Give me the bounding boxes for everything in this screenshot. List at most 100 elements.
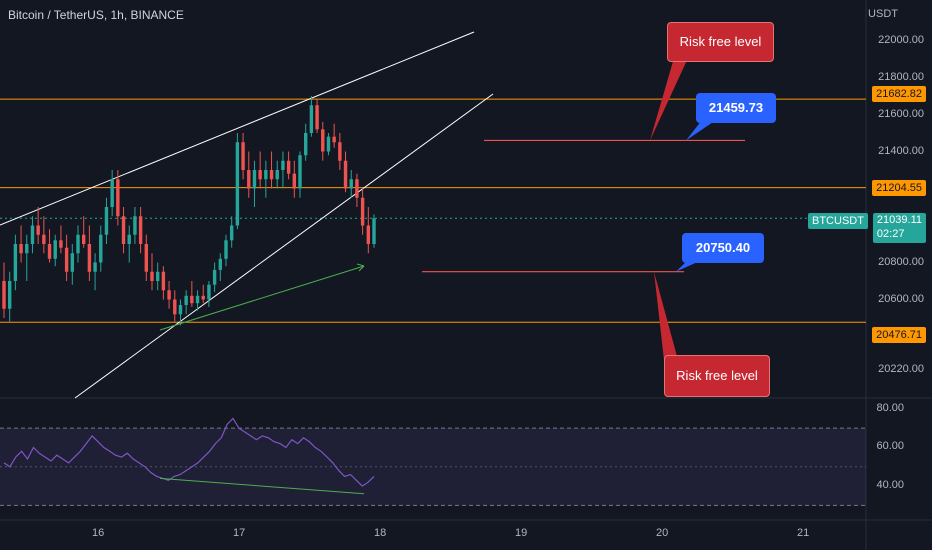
candle-body [326, 136, 331, 152]
candle-body [64, 247, 69, 272]
candle-body [264, 170, 268, 180]
candle-body [315, 105, 319, 130]
candle-body [235, 142, 240, 226]
candle-body [155, 271, 160, 281]
candle-body [25, 244, 29, 254]
candle-body [161, 271, 166, 291]
candle-body [292, 173, 297, 189]
trend-channel [0, 31, 494, 399]
candle-body [104, 207, 109, 235]
price-tick: 22000.00 [878, 33, 924, 46]
candle-body [190, 295, 194, 304]
candle-body [355, 179, 359, 198]
candle-body [298, 155, 302, 189]
candle-body [247, 170, 251, 189]
candle-body [138, 216, 143, 244]
level-tag-mid[interactable]: 21204.55 [872, 180, 926, 196]
candle-body [144, 244, 149, 272]
candle-body [338, 142, 342, 161]
annotation-lines [422, 58, 745, 360]
divergence-arrowhead [356, 263, 365, 272]
candle-body [150, 271, 154, 281]
candle-body [87, 244, 92, 272]
candle-body [281, 160, 285, 170]
price-tick: 21600.00 [878, 107, 924, 120]
candle-body [42, 234, 46, 244]
divergence-line-rsi [159, 477, 365, 495]
rsi-tick: 80.00 [876, 401, 904, 414]
time-tick: 21 [797, 527, 810, 539]
candle-body [133, 216, 137, 235]
candle-body [360, 197, 365, 226]
candle-body [241, 142, 245, 170]
candle-body [303, 133, 308, 156]
plot-background [0, 0, 866, 550]
callout-pointer-risk-top [650, 58, 688, 141]
candle-body [167, 290, 171, 300]
current-price-tag: 21039.11 02:27 [872, 213, 926, 243]
candle-body [218, 258, 223, 270]
candle-body [121, 216, 126, 244]
candle-body [201, 295, 205, 300]
time-tick: 17 [233, 527, 246, 539]
currency-label: USDT [868, 8, 898, 20]
target-callout-top[interactable]: 21459.73 [696, 93, 776, 123]
channel-upper-line [0, 31, 475, 226]
time-tick: 20 [656, 527, 669, 539]
candle-body [47, 244, 52, 259]
candle-body [76, 234, 80, 254]
price-tick: 21800.00 [878, 70, 924, 83]
candles [2, 96, 376, 331]
symbol-label: BTCUSDT [808, 213, 868, 229]
time-tick: 16 [92, 527, 105, 539]
candle-countdown: 02:27 [876, 228, 905, 240]
candle-body [207, 284, 211, 300]
time-tick: 19 [515, 527, 528, 539]
candle-body [184, 295, 188, 306]
candle-body [366, 225, 371, 244]
candle-body [224, 240, 228, 259]
rsi-line [3, 417, 375, 487]
callout-pointer-target-top [686, 120, 716, 141]
candle-body [269, 170, 274, 180]
level-tag-bottom[interactable]: 20476.71 [872, 327, 926, 343]
risk-free-callout-bottom[interactable]: Risk free level [664, 355, 770, 397]
candle-body [110, 179, 114, 207]
candle-body [178, 305, 183, 315]
candle-body [212, 269, 217, 285]
time-tick: 18 [374, 527, 387, 539]
risk-free-callout-top[interactable]: Risk free level [667, 22, 774, 62]
chart-title: Bitcoin / TetherUS, 1h, BINANCE [8, 8, 184, 22]
candle-body [372, 218, 376, 244]
candle-body [70, 253, 75, 272]
candle-body [349, 179, 353, 189]
candle-body [332, 136, 336, 143]
callout-pointer-risk-bottom [654, 271, 678, 360]
channel-lower-line [74, 93, 494, 399]
rsi-pane [0, 417, 866, 506]
rsi-tick: 60.00 [876, 440, 904, 453]
candle-body [13, 244, 18, 281]
candle-body [195, 295, 200, 304]
rsi-tick: 40.00 [876, 479, 904, 492]
candle-body [173, 299, 177, 315]
candle-body [7, 281, 12, 309]
candle-body [36, 225, 40, 235]
callout-pointer-target-bottom [676, 260, 702, 272]
candle-body [99, 234, 103, 263]
candle-body [53, 240, 57, 259]
candle-body [59, 240, 63, 248]
candle-body [286, 160, 291, 174]
target-callout-bottom[interactable]: 20750.40 [682, 233, 764, 263]
candle-body [127, 234, 131, 244]
divergence-line-price [159, 265, 365, 331]
candle-body [252, 170, 257, 189]
candle-body [229, 225, 234, 241]
candle-body [81, 234, 86, 244]
current-price: 21039.11 [876, 214, 922, 226]
price-tick: 20800.00 [878, 255, 924, 268]
level-tag-top[interactable]: 21682.82 [872, 86, 926, 102]
price-tick: 20220.00 [878, 362, 924, 375]
candle-body [321, 129, 325, 152]
